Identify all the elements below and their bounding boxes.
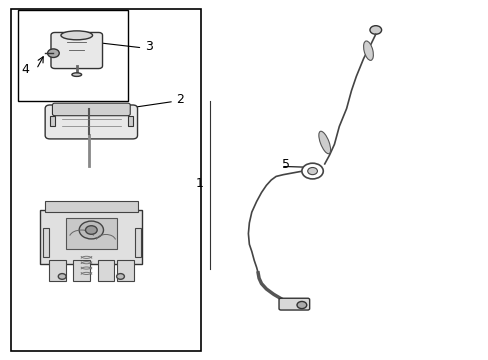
Circle shape [369, 26, 381, 34]
FancyBboxPatch shape [73, 260, 90, 281]
FancyBboxPatch shape [45, 202, 137, 212]
Text: 5: 5 [282, 158, 290, 171]
Ellipse shape [363, 41, 373, 60]
Text: 2: 2 [176, 93, 184, 106]
FancyBboxPatch shape [19, 10, 127, 102]
FancyBboxPatch shape [117, 260, 133, 281]
FancyBboxPatch shape [279, 298, 309, 310]
Circle shape [301, 163, 323, 179]
Circle shape [85, 226, 97, 234]
Ellipse shape [72, 73, 81, 76]
FancyBboxPatch shape [65, 218, 117, 249]
Ellipse shape [318, 131, 330, 154]
FancyBboxPatch shape [45, 105, 137, 139]
FancyBboxPatch shape [52, 103, 130, 116]
Ellipse shape [61, 31, 92, 40]
FancyBboxPatch shape [98, 260, 114, 281]
FancyBboxPatch shape [50, 116, 55, 126]
FancyBboxPatch shape [49, 260, 65, 281]
Circle shape [296, 301, 306, 309]
FancyBboxPatch shape [42, 228, 48, 257]
Text: 4: 4 [21, 63, 29, 76]
FancyBboxPatch shape [135, 228, 141, 257]
FancyBboxPatch shape [127, 116, 132, 126]
Circle shape [58, 274, 66, 279]
FancyBboxPatch shape [11, 9, 201, 351]
Circle shape [47, 49, 59, 58]
Circle shape [116, 274, 124, 279]
Circle shape [79, 221, 103, 239]
Text: 1: 1 [195, 177, 203, 190]
FancyBboxPatch shape [51, 32, 102, 68]
FancyBboxPatch shape [40, 210, 142, 264]
Circle shape [307, 167, 317, 175]
Text: 3: 3 [144, 40, 152, 53]
